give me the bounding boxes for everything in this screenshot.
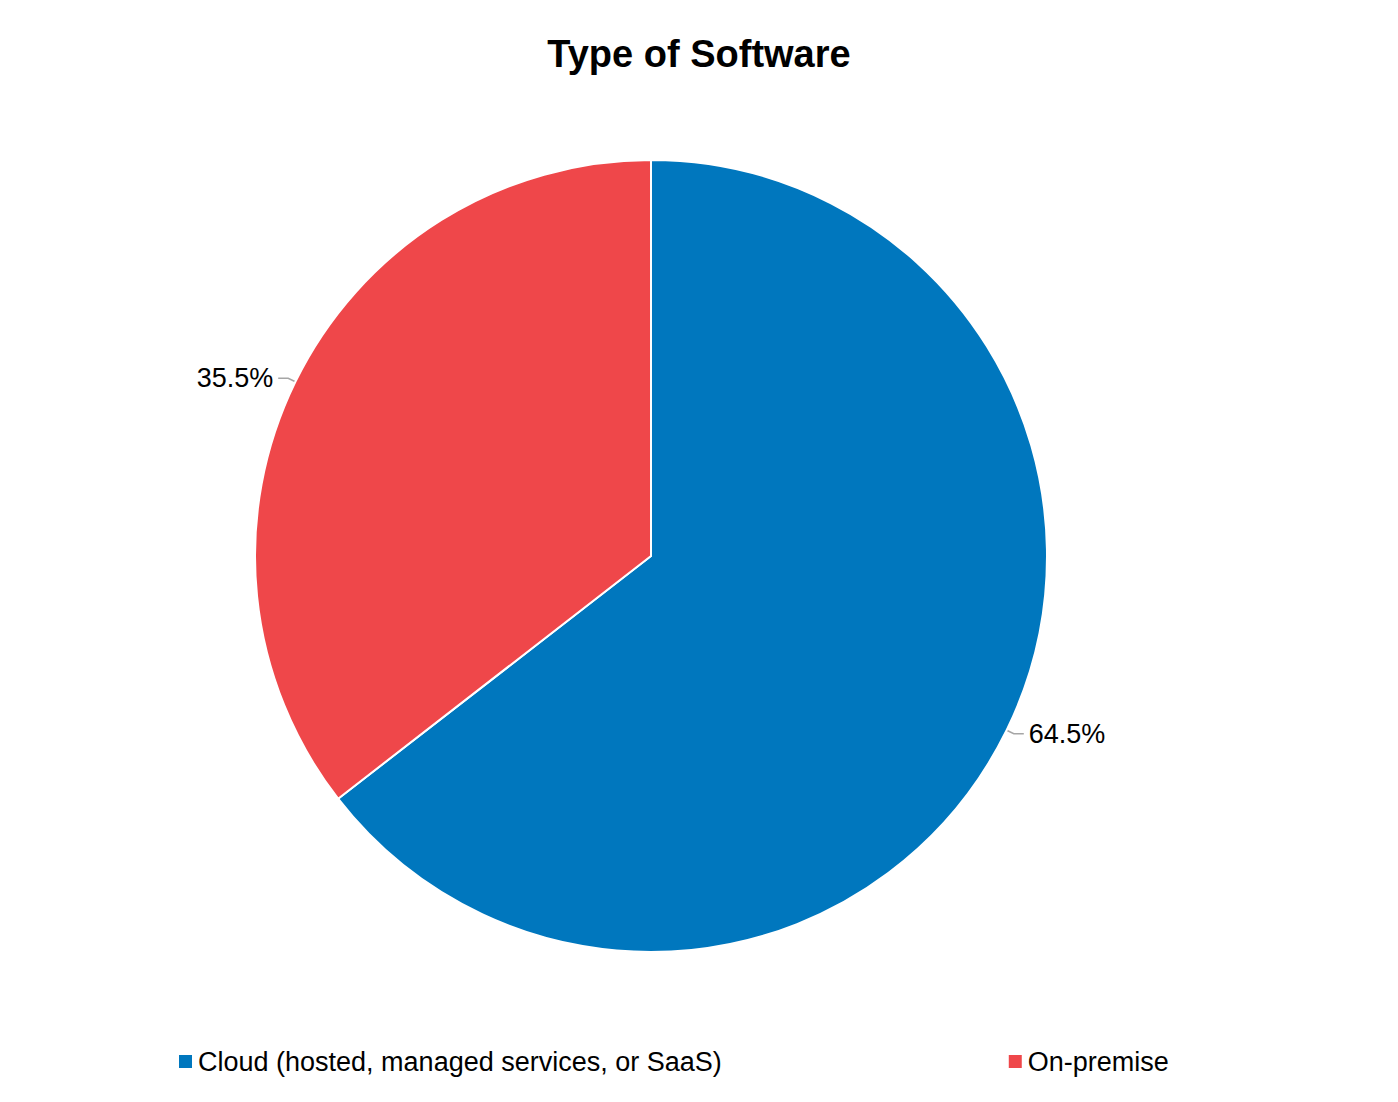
svg-text:64.5%: 64.5% xyxy=(1029,719,1106,749)
svg-text:Cloud (hosted, managed service: Cloud (hosted, managed services, or SaaS… xyxy=(198,1047,722,1077)
svg-text:On-premise: On-premise xyxy=(1028,1047,1169,1077)
svg-text:35.5%: 35.5% xyxy=(197,363,274,393)
svg-text:Type of Software: Type of Software xyxy=(547,33,850,75)
